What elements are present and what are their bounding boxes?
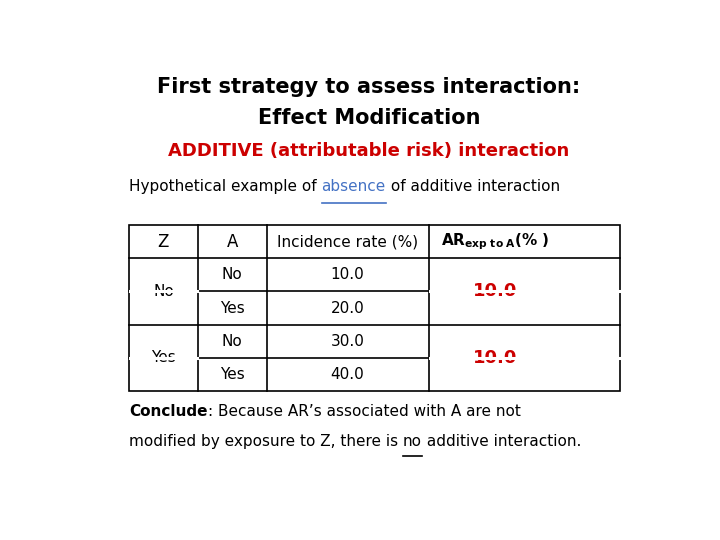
Text: Hypothetical example of: Hypothetical example of	[129, 179, 322, 194]
Text: 30.0: 30.0	[330, 334, 364, 349]
Text: 40.0: 40.0	[330, 367, 364, 382]
Text: Effect Modification: Effect Modification	[258, 109, 480, 129]
Text: No: No	[153, 284, 174, 299]
Text: Yes: Yes	[220, 367, 245, 382]
Text: : Because AR’s associated with A are not: : Because AR’s associated with A are not	[207, 404, 521, 418]
Text: Conclude: Conclude	[129, 404, 207, 418]
Text: No: No	[222, 334, 243, 349]
Text: 10.0: 10.0	[473, 282, 517, 300]
Text: absence: absence	[322, 179, 386, 194]
Text: Yes: Yes	[220, 301, 245, 315]
Text: First strategy to assess interaction:: First strategy to assess interaction:	[158, 77, 580, 97]
Text: Incidence rate (%): Incidence rate (%)	[277, 234, 418, 249]
Text: 10.0: 10.0	[473, 349, 517, 367]
Text: ADDITIVE (attributable risk) interaction: ADDITIVE (attributable risk) interaction	[168, 141, 570, 160]
Text: of additive interaction: of additive interaction	[386, 179, 560, 194]
Text: 10.0: 10.0	[330, 267, 364, 282]
Text: modified by exposure to Z, there is: modified by exposure to Z, there is	[129, 434, 403, 449]
Text: No: No	[222, 267, 243, 282]
Text: additive interaction.: additive interaction.	[422, 434, 582, 449]
Text: Yes: Yes	[151, 350, 176, 366]
Text: 20.0: 20.0	[330, 301, 364, 315]
Text: $\mathbf{AR}_{\mathbf{exp\ to\ A}}\mathbf{(\%\ )}$: $\mathbf{AR}_{\mathbf{exp\ to\ A}}\mathb…	[441, 231, 549, 252]
Text: no: no	[403, 434, 422, 449]
Text: Z: Z	[158, 233, 169, 251]
Text: A: A	[227, 233, 238, 251]
